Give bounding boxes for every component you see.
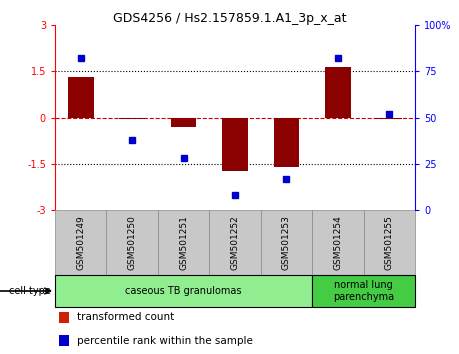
- Bar: [273, 118, 299, 167]
- Bar: [55, 275, 312, 307]
- Bar: [58, 335, 69, 347]
- Text: GSM501252: GSM501252: [230, 215, 239, 270]
- Bar: [157, 210, 209, 275]
- Text: GSM501255: GSM501255: [384, 215, 393, 270]
- Bar: [58, 312, 69, 323]
- Bar: [260, 210, 312, 275]
- Text: GSM501250: GSM501250: [127, 215, 136, 270]
- Bar: [312, 275, 414, 307]
- Bar: [106, 210, 157, 275]
- Bar: [375, 118, 401, 119]
- Bar: [170, 118, 196, 127]
- Text: cell type: cell type: [9, 286, 51, 296]
- Text: normal lung
parenchyma: normal lung parenchyma: [332, 280, 393, 302]
- Text: GSM501251: GSM501251: [179, 215, 188, 270]
- Bar: [222, 118, 247, 171]
- Bar: [209, 210, 260, 275]
- Text: GSM501249: GSM501249: [76, 215, 85, 270]
- Bar: [363, 210, 414, 275]
- Text: GSM501254: GSM501254: [333, 215, 341, 270]
- Text: transformed count: transformed count: [77, 313, 174, 322]
- Text: caseous TB granulomas: caseous TB granulomas: [125, 286, 241, 296]
- Text: GDS4256 / Hs2.157859.1.A1_3p_x_at: GDS4256 / Hs2.157859.1.A1_3p_x_at: [113, 12, 346, 25]
- Bar: [312, 210, 363, 275]
- Text: GSM501253: GSM501253: [281, 215, 290, 270]
- Text: percentile rank within the sample: percentile rank within the sample: [77, 336, 252, 346]
- Bar: [55, 210, 106, 275]
- Bar: [325, 67, 350, 118]
- Bar: [119, 118, 145, 119]
- Bar: [68, 78, 93, 118]
